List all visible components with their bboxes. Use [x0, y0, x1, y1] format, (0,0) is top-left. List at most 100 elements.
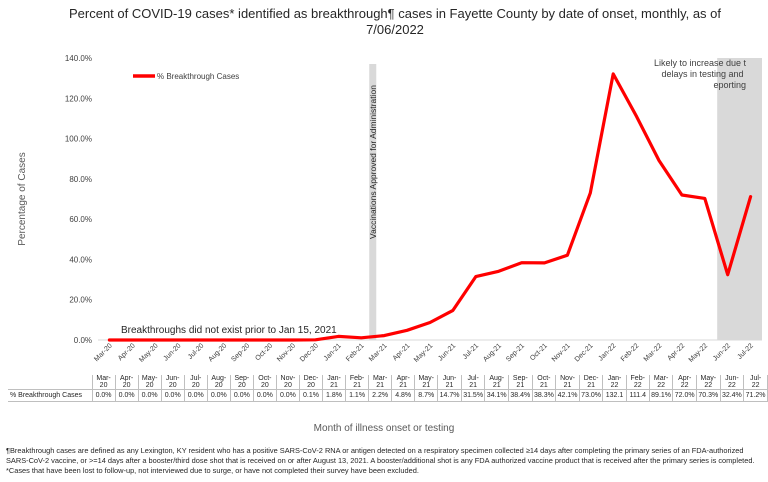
- table-value-cell: 4.8%: [391, 389, 416, 402]
- chart-title: Percent of COVID-19 cases* identified as…: [68, 6, 722, 37]
- table-month-header-line: 21: [540, 382, 548, 389]
- table-month-header-line: 21: [399, 382, 408, 389]
- table-month-header-line: Oct-: [258, 375, 272, 382]
- table-month-header-line: Feb-: [349, 375, 365, 382]
- table-month-header-line: May-: [141, 375, 158, 382]
- table-month-header: May- 21: [414, 375, 439, 390]
- table-month-header-line: 21: [422, 382, 431, 389]
- table-month-header: Jan- 22: [602, 375, 627, 390]
- series-line: [107, 72, 753, 342]
- y-tick-label: 40.0%: [69, 255, 92, 264]
- y-tick-label: 120.0%: [65, 94, 92, 103]
- x-tick-label: Feb-21: [345, 342, 366, 363]
- y-tick-label: 60.0%: [69, 215, 92, 224]
- table-month-header-line: 20: [307, 382, 315, 389]
- vaccination-bar: [369, 64, 377, 340]
- table-month-header-line: Mar-: [372, 375, 388, 382]
- table-month-header-line: 22: [657, 382, 665, 389]
- table-month-header-line: 21: [330, 382, 338, 389]
- x-tick-label: Mar-22: [643, 342, 664, 363]
- table-month-header-line: 22: [633, 382, 642, 389]
- table-month-header-line: 20: [191, 382, 200, 389]
- table-month-header-line: 20: [261, 382, 269, 389]
- y-tick-label: 80.0%: [69, 175, 92, 184]
- table-month-header-line: Jul-: [467, 375, 479, 382]
- x-tick-label: Jan-22: [598, 342, 618, 362]
- x-tick-label: Sep-21: [505, 342, 526, 363]
- table-month-header-line: 20: [122, 382, 131, 389]
- table-value-cell: 38.4%: [508, 389, 533, 402]
- x-tick-label: Mar-21: [368, 342, 389, 363]
- table-month-header-line: Jul-: [749, 375, 762, 382]
- x-tick-label: Oct-21: [529, 342, 549, 362]
- table-month-header: Jul- 21: [460, 375, 486, 390]
- line-layer: [107, 72, 753, 342]
- x-tick-label: Jul-20: [187, 342, 206, 361]
- table-value-cell: 0.0%: [114, 389, 139, 402]
- table-month-header: May- 22: [695, 375, 721, 390]
- table-month-header-line: Jan-: [327, 375, 341, 382]
- table-value-cell: 132.1: [602, 389, 627, 402]
- table-month-header-line: 21: [516, 382, 525, 389]
- table-value-cell: 42.1%: [555, 389, 580, 402]
- x-tick-label: Jun-20: [162, 342, 182, 362]
- table-value-cell: 111.4: [625, 389, 650, 402]
- x-tick-label: Jul-21: [462, 342, 481, 361]
- table-month-header: Jul- 22: [743, 375, 768, 390]
- table-month-header-line: 20: [214, 382, 223, 389]
- table-month-header: Jun- 20: [160, 375, 185, 390]
- x-tick-label: Jan-21: [323, 342, 343, 362]
- table-month-header: Aug- 21: [484, 375, 510, 390]
- footnote: ¶Breakthrough cases are defined as any L…: [6, 446, 755, 475]
- annotation-layer: Vaccinations Approved for Administration…: [121, 58, 746, 336]
- x-tick-label: Jun-22: [712, 342, 732, 362]
- table-month-header-line: Dec-: [303, 375, 319, 382]
- x-tick-label: Apr-21: [392, 342, 412, 362]
- table-month-header-line: 21: [587, 382, 595, 389]
- table-month-header: Dec- 21: [578, 375, 604, 390]
- no-breakthrough-annotation: Breakthroughs did not exist prior to Jan…: [121, 325, 337, 336]
- x-tick-label: Mar-20: [93, 342, 114, 363]
- x-axis-title: Month of illness onset or testing: [313, 423, 455, 434]
- table-month-header-line: 22: [751, 382, 760, 389]
- table-month-header: Jul- 20: [183, 375, 208, 390]
- table-value-cell: 31.5%: [460, 389, 486, 402]
- table-month-header-line: Nov-: [280, 375, 296, 382]
- table-month-header-line: May-: [700, 375, 717, 382]
- table-month-header: Apr- 20: [114, 375, 139, 390]
- x-tick-label: Jun-21: [437, 342, 457, 362]
- table-month-header-line: Feb-: [630, 375, 645, 382]
- y-tick-label: 100.0%: [65, 135, 92, 144]
- x-tick-label: Jul-22: [737, 342, 756, 361]
- table-value-cell: 70.3%: [695, 389, 721, 402]
- table-value-cell: 1.8%: [322, 389, 347, 402]
- data-table: Mar- 20 Apr- 20 May- 20 Jun- 20 Jul- 20 Aug- 20 Sep-…: [8, 375, 768, 402]
- table-month-header-line: Jan-: [607, 375, 622, 382]
- table-month-header-line: Dec-: [583, 375, 599, 382]
- table-month-header-line: 20: [168, 382, 177, 389]
- table-month-header: Apr- 21: [391, 375, 416, 390]
- table-month-header: Mar- 22: [648, 375, 674, 390]
- x-tick-label: Feb-22: [620, 342, 641, 363]
- table-month-header-line: Aug-: [211, 375, 227, 382]
- increase-annotation-line: Likely to increase due t: [654, 58, 747, 68]
- table-month-header-line: Apr-: [396, 375, 410, 382]
- x-tick-label: Aug-20: [207, 342, 228, 363]
- table-value-cell: 89.1%: [648, 389, 674, 402]
- x-tick-label: May-22: [688, 342, 710, 364]
- table-value-cell: 1.1%: [345, 389, 370, 402]
- table-month-header-line: Sep-: [512, 375, 528, 382]
- table-month-header: Nov- 20: [275, 375, 300, 390]
- table-month-header: Apr- 22: [672, 375, 697, 390]
- y-axis-title: Percentage of Cases: [17, 152, 28, 245]
- table-value-cell: 0.0%: [91, 389, 116, 402]
- table-month-header-line: 21: [445, 382, 454, 389]
- table-month-header: Feb- 22: [625, 375, 650, 390]
- table-month-header-line: 21: [353, 382, 361, 389]
- table-value-cell: 0.0%: [229, 389, 254, 402]
- shaded-region: [717, 58, 762, 340]
- table-month-header-line: Mar-: [653, 375, 669, 382]
- table-month-header-line: Jul-: [190, 375, 202, 382]
- y-tick-label: 0.0%: [74, 336, 92, 345]
